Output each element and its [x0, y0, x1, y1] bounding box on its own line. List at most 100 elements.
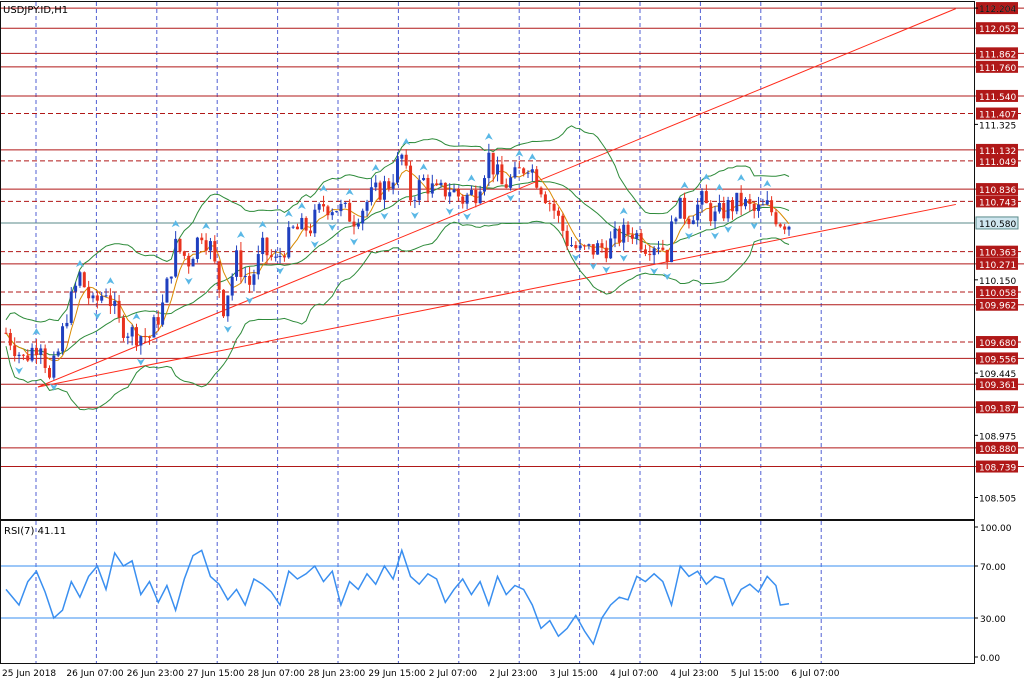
candle-body [722, 202, 726, 219]
current-price-value: 110.580 [979, 220, 1016, 230]
channel-line [37, 8, 957, 388]
price-level-tag [976, 195, 1018, 208]
fractal-up-arrow-icon [763, 180, 772, 188]
candle-body [248, 275, 252, 285]
candle-body [4, 332, 8, 334]
candle-body [91, 295, 95, 299]
fractal-down-arrow-icon [350, 238, 358, 246]
candle-body [309, 230, 312, 234]
candle-body [69, 291, 73, 323]
fractal-down-arrow-icon [410, 212, 419, 220]
candle-body [169, 276, 173, 279]
candle-body [617, 228, 621, 243]
rsi-panel-frame [0, 520, 975, 664]
price-level-tag [976, 298, 1018, 311]
time-axis: 25 Jun 2018 26 Jun 07:00 26 Jun 23:00 27 Ju… [2, 669, 840, 679]
candle-body [526, 172, 530, 174]
candle-body [552, 203, 556, 211]
candle-body [765, 200, 769, 205]
channel-line [37, 203, 956, 388]
fractal-down-arrow-icon [49, 383, 58, 391]
candle-body [361, 210, 365, 224]
fractal-down-arrow-icon [684, 232, 693, 240]
candle-body [748, 199, 752, 204]
fractal-down-arrow-icon [602, 266, 611, 274]
fractal-down-arrow-icon [276, 267, 285, 275]
fractal-down-arrow-icon [380, 212, 389, 220]
fractal-down-arrow-icon [724, 225, 733, 233]
time-tick-label: 4 Jul 07:00 [610, 669, 659, 679]
candle-body [543, 194, 547, 204]
fractal-down-arrow-icon [750, 222, 759, 230]
candle-body [21, 354, 25, 356]
rsi-tick-label: 70.00 [980, 563, 1006, 573]
candle-body [252, 274, 256, 285]
candle-body [583, 245, 587, 247]
candle-body [483, 178, 486, 192]
candle-body [622, 224, 626, 243]
fractal-up-arrow-icon [106, 277, 115, 285]
candle-body [761, 204, 765, 206]
fractal-down-arrow-icon [589, 262, 598, 270]
candle-body [265, 237, 269, 256]
candle-body [726, 200, 730, 219]
candle-body [135, 327, 138, 346]
candle-body [400, 154, 404, 159]
fractal-up-arrow-icon [702, 173, 711, 181]
candle-body [578, 245, 582, 249]
candle-body [587, 244, 591, 246]
candle-body [443, 182, 447, 197]
price-level-tag [976, 22, 1018, 35]
candle-body [643, 249, 647, 254]
fractal-down-arrow-icon [245, 297, 254, 305]
candle-body [565, 230, 569, 246]
candle-body [556, 210, 560, 216]
price-level-tag [976, 378, 1018, 391]
candle-body [365, 201, 369, 211]
candle-body [465, 194, 469, 204]
fractal-up-arrow-icon [345, 188, 354, 196]
price-level-value: 111.862 [979, 50, 1016, 60]
candle-body [413, 200, 417, 202]
candle-body [678, 197, 682, 219]
price-level-tag [976, 460, 1018, 473]
price-level-value: 110.271 [979, 261, 1016, 271]
candle-body [343, 202, 347, 204]
candle-body [778, 224, 782, 227]
candle-body [178, 238, 182, 252]
candle-body [430, 183, 434, 194]
candle-body [626, 224, 630, 235]
candle-body [648, 253, 652, 256]
price-level-value: 111.049 [979, 158, 1016, 168]
candle-body [291, 226, 295, 228]
fractal-down-arrow-icon [15, 367, 24, 375]
candle-body [374, 182, 378, 188]
candle-body [152, 317, 156, 338]
candle-body [630, 234, 634, 239]
grid-layer [35, 2, 822, 663]
candle-body [269, 255, 273, 257]
fractal-markers [15, 132, 772, 391]
candle-body [317, 204, 321, 210]
candle-body [456, 189, 460, 197]
candle-body [461, 196, 465, 204]
fractal-down-arrow-icon [711, 232, 720, 240]
candle-body [195, 237, 199, 259]
candle-body [74, 285, 78, 292]
rsi-line [5, 547, 790, 646]
candle-body [757, 204, 761, 211]
fractal-up-arrow-icon [419, 163, 428, 171]
fractal-up-arrow-icon [619, 207, 628, 215]
time-tick-label: 5 Jul 15:00 [731, 669, 780, 679]
fractal-down-arrow-icon [506, 194, 515, 202]
candle-body [100, 296, 104, 301]
candle-body [52, 355, 56, 378]
candle-body [539, 187, 543, 195]
candle-body [304, 217, 308, 231]
price-level-value: 110.363 [979, 249, 1016, 259]
candle-body [356, 223, 360, 227]
price-tick-label: 110.150 [979, 277, 1016, 287]
price-tick-label: 108.975 [979, 432, 1016, 442]
